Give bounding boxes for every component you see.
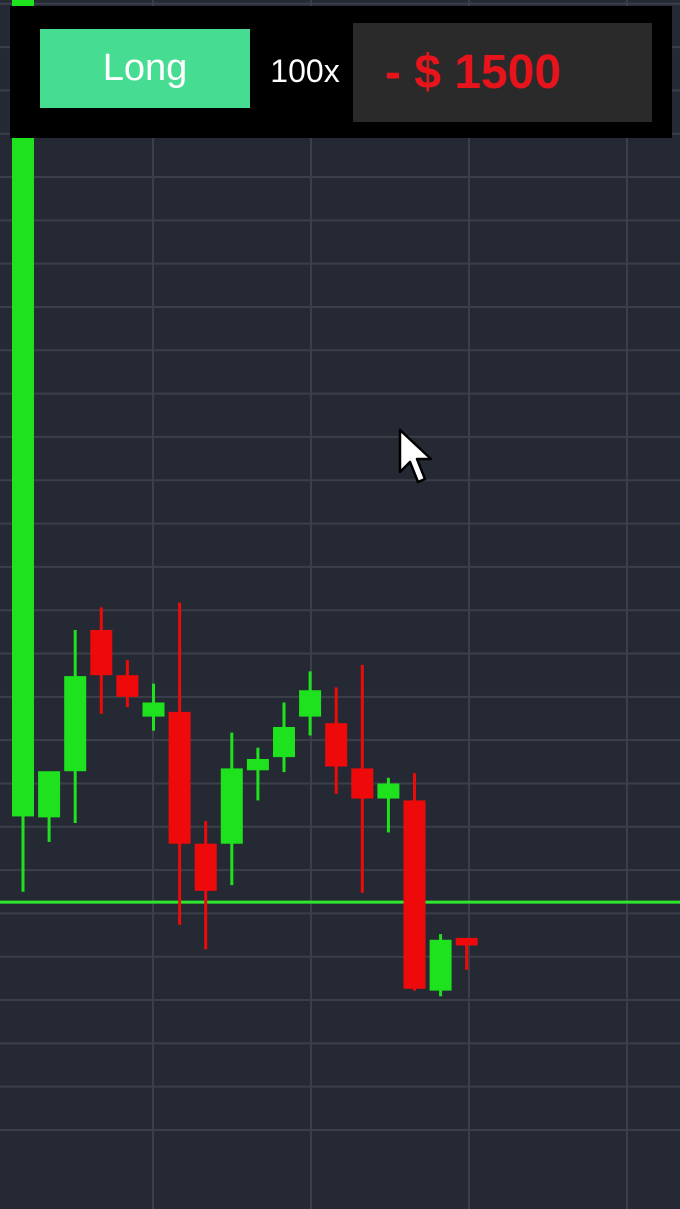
long-button[interactable]: Long xyxy=(40,29,250,108)
mouse-cursor-icon xyxy=(398,428,433,484)
candle-body xyxy=(168,711,191,844)
pnl-value: - $ 1500 xyxy=(385,46,562,99)
candle-body xyxy=(194,843,217,891)
candles-group xyxy=(12,0,478,997)
candle-down xyxy=(194,821,217,950)
candle-body xyxy=(38,771,61,818)
candle-up xyxy=(220,732,243,886)
candle-up xyxy=(299,671,322,736)
candle-body xyxy=(377,783,400,799)
candle-body xyxy=(273,726,295,758)
candle-down xyxy=(325,687,348,794)
candle-body xyxy=(351,768,374,799)
candle-body xyxy=(12,0,34,817)
candle-body xyxy=(246,758,269,771)
candle-body xyxy=(455,937,478,946)
candle-up xyxy=(246,747,269,801)
candle-body xyxy=(142,702,165,717)
candle-body xyxy=(299,690,322,717)
candle-up xyxy=(273,702,295,773)
candle-body xyxy=(116,675,139,697)
candle-body xyxy=(64,676,87,772)
leverage-label: 100x xyxy=(270,53,340,89)
candle-up xyxy=(142,683,165,731)
candle-up xyxy=(64,629,87,824)
candle-body xyxy=(90,629,113,676)
candle-down xyxy=(455,937,478,970)
candle-body xyxy=(220,768,243,844)
candle-down xyxy=(90,607,113,714)
candle-down xyxy=(168,602,191,925)
candle-body xyxy=(403,800,426,989)
candle-down xyxy=(351,664,374,893)
pnl-display: - $ 1500 xyxy=(353,23,652,122)
candle-down xyxy=(403,773,426,991)
position-panel: Long 100x - $ 1500 xyxy=(10,6,672,138)
candle-down xyxy=(116,660,139,708)
candle-up xyxy=(38,771,61,842)
candle-up xyxy=(12,0,34,892)
candle-up xyxy=(429,934,452,997)
candle-body xyxy=(429,939,452,991)
candle-body xyxy=(325,723,348,767)
candle-up xyxy=(377,777,400,833)
